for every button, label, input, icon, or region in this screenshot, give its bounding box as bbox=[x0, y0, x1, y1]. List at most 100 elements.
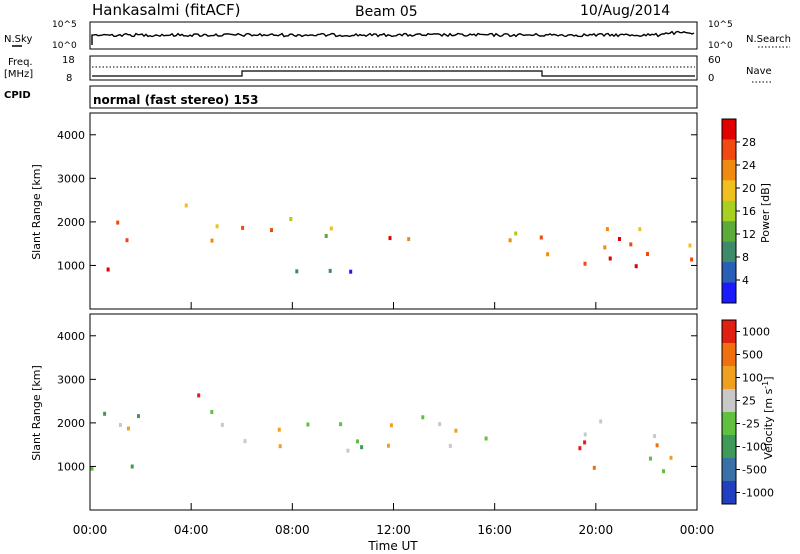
colorbar-tick-label: 8 bbox=[742, 251, 749, 264]
beam-title: Beam 05 bbox=[355, 4, 418, 20]
nsearch-label: N.Search bbox=[746, 34, 791, 45]
echo-cell bbox=[539, 235, 543, 240]
echo-cell bbox=[583, 432, 587, 437]
colorbar-tick-label: 12 bbox=[742, 228, 756, 241]
velocity-echoes bbox=[90, 393, 673, 474]
station-title: Hankasalmi (fitACF) bbox=[92, 1, 240, 19]
nsky-label: N.Sky bbox=[4, 34, 32, 45]
x-axis-label: Time UT bbox=[367, 539, 418, 553]
velocity-ylabel: Slant Range [km] bbox=[30, 365, 43, 461]
echo-cell bbox=[339, 422, 343, 427]
echo-cell bbox=[329, 226, 333, 231]
echo-cell bbox=[295, 269, 299, 274]
echo-cell bbox=[421, 415, 425, 420]
y-tick-label: 1000 bbox=[57, 460, 85, 473]
freq-label-2: [MHz] bbox=[4, 69, 33, 80]
colorbar-tick-label: 28 bbox=[742, 136, 756, 149]
echo-cell bbox=[103, 411, 107, 416]
colorbar-tick-label: -1000 bbox=[742, 487, 774, 500]
nsky-tick-bottom: 10^0 bbox=[52, 41, 77, 51]
x-tick-label: 08:00 bbox=[275, 523, 310, 537]
y-tick-label: 3000 bbox=[57, 172, 85, 185]
echo-cell bbox=[690, 257, 694, 262]
colorbar-frame bbox=[721, 319, 737, 505]
echo-cell bbox=[618, 237, 621, 241]
echo-cell bbox=[215, 224, 219, 229]
echo-cell bbox=[210, 238, 214, 243]
colorbar-tick-label: 4 bbox=[742, 274, 749, 287]
echo-cell bbox=[454, 428, 458, 433]
colorbar-tick-label: 24 bbox=[742, 159, 756, 172]
colorbar-tick-label: 1000 bbox=[742, 326, 770, 339]
echo-cell bbox=[278, 444, 282, 449]
colorbar-tick-label: -100 bbox=[742, 441, 767, 454]
freq-strip-frame bbox=[89, 55, 698, 81]
colorbar-swatch bbox=[722, 180, 736, 202]
colorbar-swatch bbox=[722, 200, 736, 222]
echo-cell bbox=[184, 203, 188, 208]
colorbar-tick-label: 500 bbox=[742, 349, 763, 362]
freq-tick-bottom: 8 bbox=[66, 73, 72, 84]
nave-label: Nave bbox=[746, 66, 772, 77]
colorbar-swatch bbox=[722, 159, 736, 181]
echo-cell bbox=[137, 414, 140, 419]
x-tick-label: 00:00 bbox=[73, 523, 108, 537]
echo-cell bbox=[592, 465, 596, 470]
colorbar-tick-label: 25 bbox=[742, 395, 756, 408]
x-tick-label: 00:00 bbox=[680, 523, 715, 537]
echo-cell bbox=[387, 443, 390, 448]
echo-cell bbox=[130, 464, 134, 469]
colorbar-swatch bbox=[722, 435, 736, 459]
nsky-trace bbox=[91, 30, 695, 45]
x-tick-label: 20:00 bbox=[579, 523, 614, 537]
echo-cell bbox=[484, 436, 488, 441]
noise-strip-frame bbox=[89, 21, 698, 50]
echo-cell bbox=[438, 422, 442, 427]
colorbar-swatch bbox=[722, 412, 736, 436]
y-tick-label: 2000 bbox=[57, 216, 85, 229]
echo-cell bbox=[346, 448, 350, 453]
echo-cell bbox=[653, 434, 657, 439]
echo-cell bbox=[629, 242, 633, 247]
echo-cell bbox=[583, 440, 587, 445]
colorbar-swatch bbox=[722, 221, 736, 243]
colorbar-swatch bbox=[722, 241, 736, 263]
echo-cell bbox=[360, 445, 364, 450]
colorbar-swatch bbox=[722, 343, 736, 367]
colorbar-tick-label: 100 bbox=[742, 372, 763, 385]
echo-cell bbox=[688, 243, 692, 248]
freq-tick-top: 18 bbox=[62, 55, 75, 66]
echo-cell bbox=[324, 234, 328, 238]
echo-cell bbox=[241, 225, 245, 230]
x-tick-label: 16:00 bbox=[477, 523, 512, 537]
echo-cell bbox=[634, 264, 638, 269]
echo-cell bbox=[448, 443, 452, 448]
power-panel-bg bbox=[90, 113, 697, 309]
power-echoes bbox=[106, 203, 694, 274]
echo-cell bbox=[546, 252, 550, 257]
echo-cell bbox=[603, 245, 607, 250]
echo-cell bbox=[277, 427, 281, 432]
echo-cell bbox=[106, 267, 110, 272]
echo-cell bbox=[649, 456, 652, 461]
echo-cell bbox=[508, 238, 512, 243]
nsky-tick-top: 10^5 bbox=[52, 20, 77, 30]
y-tick-label: 1000 bbox=[57, 259, 85, 272]
power-ylabel: Slant Range [km] bbox=[30, 164, 43, 260]
y-tick-label: 4000 bbox=[57, 129, 85, 142]
colorbar-tick-label: 16 bbox=[742, 205, 756, 218]
echo-cell bbox=[197, 393, 201, 398]
cpid-mode: normal (fast stereo) 153 bbox=[93, 93, 259, 107]
freq-trace bbox=[92, 70, 695, 77]
cpid-label: CPID bbox=[4, 90, 31, 101]
nsearch-tick-bottom: 10^0 bbox=[708, 41, 733, 51]
echo-cell bbox=[662, 469, 665, 474]
colorbar-swatch bbox=[722, 481, 736, 505]
echo-cell bbox=[407, 237, 411, 242]
echo-cell bbox=[210, 410, 214, 414]
echo-cell bbox=[388, 236, 392, 241]
x-tick-label: 12:00 bbox=[376, 523, 411, 537]
echo-cell bbox=[243, 439, 247, 444]
echo-cell bbox=[669, 455, 673, 460]
freq-label-1: Freq. bbox=[8, 57, 33, 68]
